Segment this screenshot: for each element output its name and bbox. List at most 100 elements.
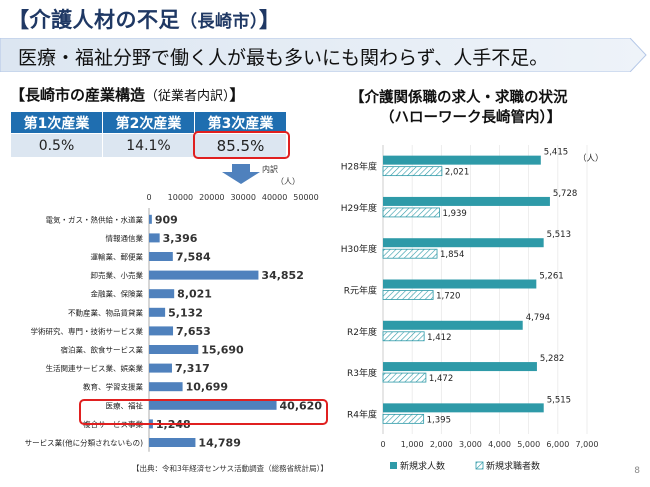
data-label-seekers: 1,854 <box>440 250 464 260</box>
bar <box>149 438 196 447</box>
category-label: サービス業(他に分類されないもの) <box>25 438 143 448</box>
category-label: H29年度 <box>341 202 377 214</box>
data-label-seekers: 1,395 <box>427 415 451 425</box>
data-label-openings: 4,794 <box>526 313 550 323</box>
bar <box>149 252 173 261</box>
bar-openings <box>383 320 523 330</box>
bar-openings <box>383 155 541 165</box>
breakdown-label: 内訳 <box>262 165 278 174</box>
bar-seekers <box>382 331 425 342</box>
category-label: 教育、学習支援業 <box>83 382 143 392</box>
data-label-openings: 5,728 <box>553 189 577 199</box>
source-note: 【出典：令和3年経済センサス活動調査（総務省統計局）】 <box>132 464 328 473</box>
x-tick-label: 20000 <box>199 193 224 202</box>
bar-seekers <box>382 290 434 300</box>
medical-welfare-highlight-box <box>79 399 328 425</box>
data-label: 34,852 <box>261 269 303 282</box>
data-label: 15,690 <box>201 344 244 357</box>
bar <box>149 307 166 317</box>
tertiary-highlight-box <box>193 131 290 159</box>
bar-seekers <box>382 166 443 177</box>
category-label: H30年度 <box>341 243 377 255</box>
bar <box>149 400 277 410</box>
x-tick-label: 50000 <box>293 193 318 202</box>
x-tick-label: 2,000 <box>430 440 453 449</box>
industry-share-table: 第1次産業 第2次産業 第3次産業 0.5% 14.1% 85.5% <box>10 111 287 158</box>
category-label: 学術研究、専門・技術サービス業 <box>31 326 144 336</box>
bar <box>149 363 172 373</box>
category-label: 運輸業、郵便業 <box>91 252 144 262</box>
bar-openings <box>383 279 537 289</box>
headline-text: 医療・福祉分野で働く人が最も多いにも関わらず、人手不足。 <box>18 47 549 69</box>
bar <box>149 382 183 392</box>
x-tick-label: 0 <box>380 440 385 449</box>
bar <box>149 289 175 299</box>
data-label-openings: 5,515 <box>547 395 571 405</box>
data-label: 909 <box>155 213 178 226</box>
category-label: H28年度 <box>341 161 377 173</box>
bar <box>149 233 160 243</box>
bar-seekers <box>382 413 425 424</box>
x-tick-label: 1,000 <box>401 440 424 449</box>
data-label: 7,653 <box>176 325 211 338</box>
data-label: 40,620 <box>280 399 323 412</box>
breakdown-unit: （人） <box>276 177 300 186</box>
down-arrow-icon <box>222 164 260 184</box>
data-label: 10,699 <box>186 381 228 394</box>
data-label-openings: 5,415 <box>544 148 568 158</box>
bar-openings <box>383 238 544 248</box>
page-number: 8 <box>634 466 640 476</box>
industry-structure-heading: 【長崎市の産業構造（従業者内訳）】 <box>10 86 245 104</box>
bar-seekers <box>382 372 427 383</box>
data-label: 3,396 <box>163 232 198 245</box>
category-label: 医療、福祉 <box>106 400 144 410</box>
category-label: R2年度 <box>347 326 377 338</box>
bar-seekers <box>382 248 438 259</box>
x-tick-label: 30000 <box>230 193 255 202</box>
category-label: 生活関連サービス業、娯楽業 <box>46 363 144 373</box>
data-label: 14,789 <box>198 437 240 450</box>
category-label: R3年度 <box>347 367 377 379</box>
category-label: 卸売業、小売業 <box>91 270 144 280</box>
data-label-seekers: 2,021 <box>445 168 469 178</box>
bar-openings <box>383 362 537 372</box>
data-label-openings: 5,261 <box>539 272 563 282</box>
category-label: 不動産業、物品賃貸業 <box>68 307 143 317</box>
category-label: R4年度 <box>347 408 377 420</box>
data-label-openings: 5,513 <box>547 230 571 240</box>
unit-label: （人） <box>578 153 604 164</box>
x-tick-label: 6,000 <box>546 440 569 449</box>
data-label-seekers: 1,412 <box>427 333 451 343</box>
category-label: 電気・ガス・熱供給・水道業 <box>46 214 144 224</box>
table-cell-primary: 0.5% <box>10 133 103 158</box>
x-tick-label: 10000 <box>168 193 193 202</box>
table-header-secondary: 第2次産業 <box>102 111 195 134</box>
data-label-openings: 5,282 <box>540 354 564 364</box>
page-title: 【介護人材の不足（長崎市）】 <box>8 8 281 32</box>
legend-swatch-openings <box>390 462 397 469</box>
x-tick-label: 5,000 <box>517 440 540 449</box>
data-label-seekers: 1,720 <box>436 292 460 302</box>
bar <box>149 326 174 336</box>
data-label: 7,584 <box>176 251 211 264</box>
category-label: 情報通信業 <box>106 233 144 243</box>
data-label: 5,132 <box>168 306 203 319</box>
legend-label-seekers: 新規求職者数 <box>486 460 540 472</box>
data-label: 8,021 <box>177 288 212 301</box>
category-label: 宿泊業、飲食サービス業 <box>61 345 144 355</box>
care-jobs-heading: 【介護関係職の求人・求職の状況 （ハローワーク長崎管内）】 <box>350 90 568 126</box>
x-tick-label: 7,000 <box>576 440 599 449</box>
bar <box>149 345 199 354</box>
headline-banner: 医療・福祉分野で働く人が最も多いにも関わらず、人手不足。 <box>0 38 650 72</box>
x-tick-label: 0 <box>146 193 151 202</box>
x-tick-label: 4,000 <box>488 440 511 449</box>
x-tick-label: 3,000 <box>459 440 482 449</box>
bar-openings <box>383 403 544 413</box>
category-label: 金融業、保険業 <box>91 289 144 299</box>
bar-seekers <box>382 207 440 218</box>
bar-openings <box>383 196 550 206</box>
data-label-seekers: 1,472 <box>429 374 453 384</box>
data-label: 7,317 <box>175 362 210 375</box>
